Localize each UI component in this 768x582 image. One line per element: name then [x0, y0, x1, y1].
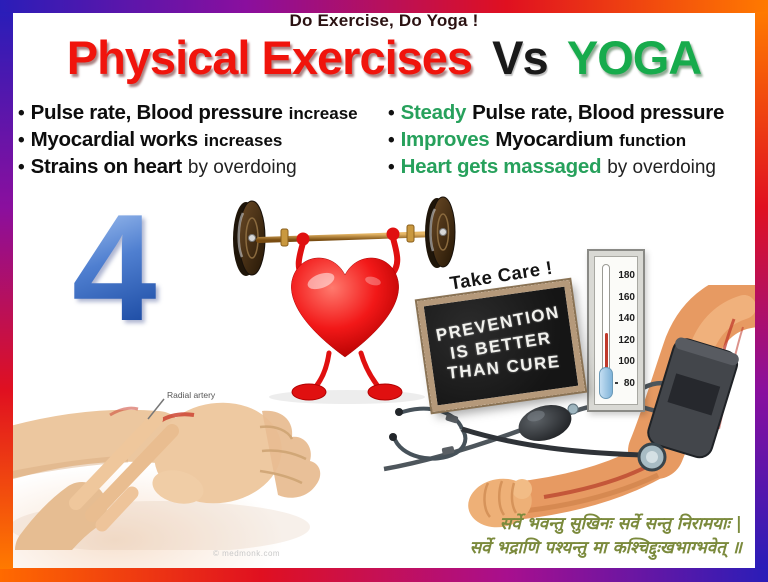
list-item: • Strains on heart by overdoing [18, 155, 382, 182]
tick: 160 [615, 287, 635, 309]
point-small: increase [288, 104, 358, 123]
tick: 140 [615, 308, 635, 330]
sanskrit-shloka: सर्वे भवन्तु सुखिनः सर्वे सन्तु निरामयाः… [322, 512, 742, 560]
pump-bulb [518, 403, 579, 441]
heart-barbell-illustration [233, 196, 456, 404]
point-main: Pulse rate, Blood pressure [472, 101, 725, 124]
exercise-points-list: • Pulse rate, Blood pressure increase • … [18, 101, 382, 182]
list-item: • Steady Pulse rate, Blood pressure [388, 101, 760, 128]
bp-gauge-bulb [599, 367, 613, 399]
tick-label: 140 [618, 313, 635, 325]
tick-label: 80 [623, 377, 635, 389]
bullet-icon: • [18, 103, 25, 124]
examiner-hand [15, 412, 179, 550]
list-item: • Pulse rate, Blood pressure increase [18, 101, 382, 128]
title-exercises: Physical Exercises [66, 31, 473, 84]
tick-label: 180 [618, 270, 635, 282]
tagline: Do Exercise, Do Yoga ! [289, 11, 479, 30]
list-item: • Myocardial works increases [18, 128, 382, 155]
tick: 100 [615, 351, 635, 373]
tick: 180 [615, 265, 635, 287]
bp-arm-illustration [383, 285, 768, 528]
pulse-check-illustration: Radial artery [10, 390, 321, 550]
radial-artery-callout: Radial artery [147, 390, 216, 420]
point-plain: by overdoing [607, 157, 716, 178]
tick-label: 100 [618, 356, 635, 368]
tick: 80 [615, 373, 635, 395]
title-vs: Vs [492, 31, 548, 84]
bp-gauge-panel: 180 160 140 120 100 80 [594, 256, 638, 405]
bullet-icon: • [18, 157, 25, 178]
point-small: function [619, 131, 687, 150]
bullet-icon: • [388, 103, 395, 124]
point-highlight: Improves [400, 128, 490, 151]
barbell-icon [233, 196, 456, 276]
point-main: Strains on heart [30, 155, 183, 178]
bp-gauge-mercury [605, 333, 608, 381]
step-number: 4 [72, 183, 157, 353]
sanskrit-line: सर्वे भवन्तु सुखिनः सर्वे सन्तु निरामयाः… [499, 514, 742, 534]
blackboard-sign: PREVENTION IS BETTER THAN CURE [416, 279, 586, 413]
tick: 120 [615, 330, 635, 352]
radial-artery-label: Radial artery [167, 390, 216, 400]
point-small: increases [203, 131, 283, 150]
point-plain: by overdoing [187, 157, 297, 178]
watermark: © medmonk.com [213, 549, 281, 558]
stethoscope-icon [389, 406, 667, 472]
point-main: Myocardium [495, 128, 614, 151]
bullet-icon: • [388, 130, 395, 151]
tick-label: 120 [618, 334, 635, 346]
bp-gauge-scale: 180 160 140 120 100 80 [615, 265, 635, 394]
page-title: Physical Exercises Vs YOGA [0, 30, 768, 85]
sanskrit-line: सर्वे भद्राणि पश्यन्तु मा कश्चिद्दुःखभाग… [469, 538, 742, 558]
bullet-icon: • [388, 157, 395, 178]
bullet-icon: • [18, 130, 25, 151]
tick-label: 160 [618, 291, 635, 303]
title-yoga: YOGA [566, 31, 702, 84]
point-main: Myocardial works [30, 128, 199, 151]
point-main: Pulse rate, Blood pressure [30, 101, 283, 124]
list-item: • Improves Myocardium function [388, 128, 760, 155]
bp-cuff [647, 337, 739, 459]
point-highlight: Steady [400, 101, 467, 124]
heart-character [291, 227, 403, 401]
point-highlight: Heart gets massaged [400, 155, 602, 178]
list-item: • Heart gets massaged by overdoing [388, 155, 760, 182]
bp-gauge: 180 160 140 120 100 80 [587, 249, 645, 412]
yoga-points-list: • Steady Pulse rate, Blood pressure • Im… [388, 101, 760, 182]
